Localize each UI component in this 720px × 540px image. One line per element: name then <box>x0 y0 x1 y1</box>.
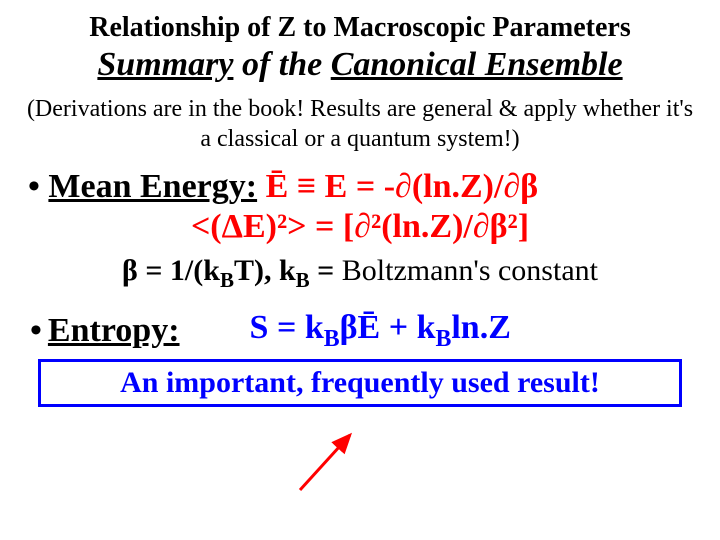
entropy-line: • Entropy: S = kBβĒ + kBln.Z <box>30 309 700 353</box>
arrow-line <box>300 435 350 490</box>
beta-definition: β = 1/(kBT), kB = Boltzmann's constant <box>20 254 700 293</box>
callout-box: An important, frequently used result! <box>38 359 682 407</box>
derivation-note: (Derivations are in the book! Results ar… <box>20 94 700 154</box>
bullet-icon: • <box>30 312 42 350</box>
slide-subtitle: Summary of the Canonical Ensemble <box>20 46 700 84</box>
mean-energy-label: Mean Energy: <box>48 168 257 205</box>
slide-canonical-ensemble: Relationship of Z to Macroscopic Paramet… <box>0 0 720 540</box>
entropy-eq: S = kBβĒ + kBln.Z <box>250 309 511 353</box>
subtitle-mid: of the <box>233 46 330 83</box>
bullet-icon: • <box>28 168 40 205</box>
entropy-label: Entropy: <box>48 312 180 350</box>
subtitle-word-canonical: Canonical Ensemble <box>331 46 623 83</box>
mean-energy-line: • Mean Energy: Ē ≡ E = -∂(ln.Z)/∂β <box>28 168 700 206</box>
mean-energy-eq2: <(ΔE)²> = [∂²(ln.Z)/∂β²] <box>20 208 700 246</box>
mean-energy-eq1: Ē ≡ E = -∂(ln.Z)/∂β <box>266 168 539 205</box>
slide-title: Relationship of Z to Macroscopic Paramet… <box>20 12 700 44</box>
beta-lhs: β = 1/(kBT), kB = <box>122 254 342 287</box>
boltzmann-text: Boltzmann's constant <box>342 254 598 287</box>
subtitle-word-summary: Summary <box>97 46 233 83</box>
